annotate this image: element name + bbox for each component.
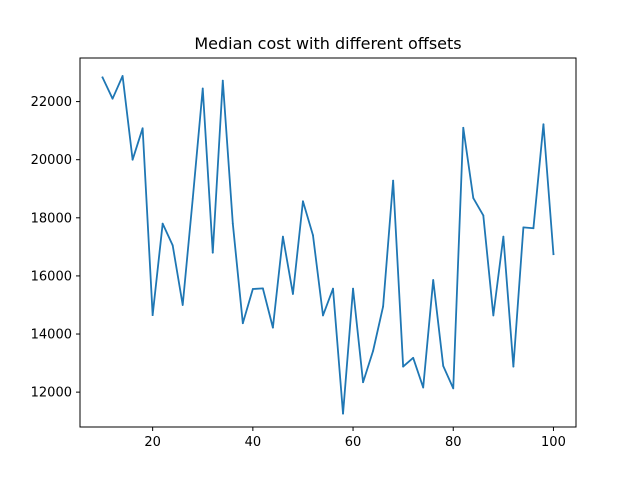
data-point [271, 326, 274, 329]
data-point [312, 234, 314, 237]
y-tick-label: 22000 [31, 95, 72, 110]
data-point [462, 126, 465, 129]
y-tick-label: 20000 [31, 153, 72, 168]
data-point [101, 76, 104, 79]
y-axis: 12000 14000 16000 18000 20000 22000 [31, 95, 80, 401]
data-point [362, 381, 364, 384]
data-point [382, 305, 385, 308]
data-point [261, 287, 264, 290]
series-layer [101, 75, 555, 415]
data-point [131, 158, 134, 161]
data-point [302, 200, 304, 203]
data-point [191, 198, 194, 200]
data-point [151, 314, 154, 317]
data-point [372, 349, 374, 352]
data-point [452, 387, 455, 390]
series-line-0 [101, 75, 555, 415]
data-point [161, 222, 164, 225]
axes-frame [79, 57, 577, 428]
y-tick-label: 14000 [31, 328, 72, 343]
data-point [422, 386, 425, 389]
x-tick-label: 80 [445, 435, 462, 450]
data-point [141, 127, 144, 130]
data-point [282, 235, 284, 238]
data-point [221, 79, 224, 82]
data-point [322, 314, 324, 317]
y-tick-label: 12000 [31, 386, 72, 401]
data-point [332, 287, 334, 290]
data-point [552, 253, 555, 256]
data-point [251, 288, 254, 290]
data-point [442, 365, 445, 367]
data-point [241, 322, 244, 325]
data-point [402, 365, 405, 368]
x-tick-label: 60 [345, 435, 362, 450]
data-point [201, 87, 204, 90]
data-point [492, 314, 495, 317]
data-point [512, 365, 515, 368]
y-tick-label: 16000 [31, 269, 72, 284]
data-point [542, 123, 545, 126]
data-point [181, 304, 184, 306]
data-point [121, 75, 124, 77]
data-point [502, 235, 505, 238]
data-point [171, 244, 174, 247]
data-point [231, 222, 234, 225]
data-point [522, 226, 525, 229]
data-point [211, 251, 214, 254]
data-point [342, 412, 344, 415]
data-point [111, 97, 114, 100]
data-point [412, 356, 415, 359]
data-point [432, 279, 435, 281]
data-point [352, 287, 354, 290]
data-point [292, 293, 294, 295]
x-tick-label: 40 [245, 435, 262, 450]
data-point [482, 214, 485, 217]
data-point [532, 227, 535, 230]
data-point [392, 179, 395, 182]
data-point [472, 197, 475, 199]
x-tick-label: 20 [144, 435, 161, 450]
x-tick-label: 100 [541, 435, 566, 450]
chart-title: Median cost with different offsets [194, 34, 461, 53]
x-axis: 20 40 60 80 100 [144, 427, 566, 450]
y-tick-label: 18000 [31, 211, 72, 226]
